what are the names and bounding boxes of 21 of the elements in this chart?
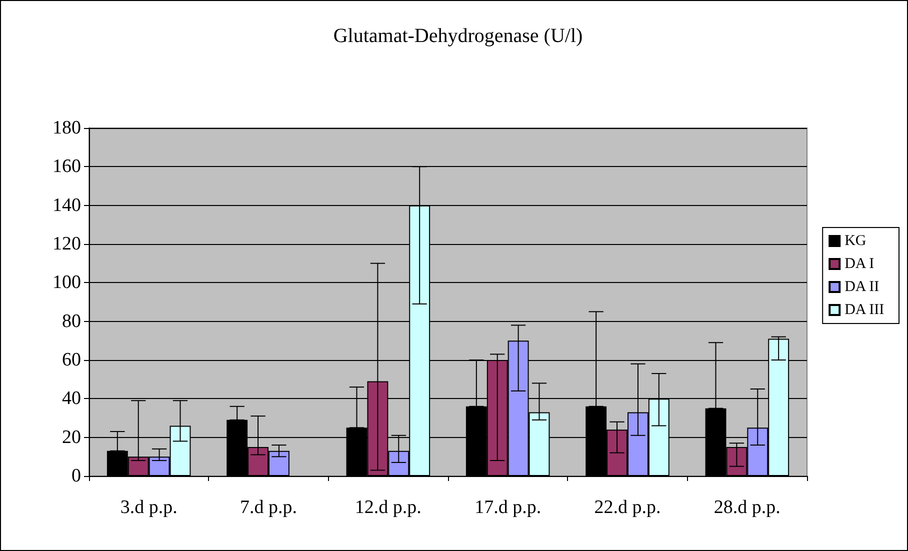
- y-tick-label: 60: [62, 350, 81, 370]
- x-tick-label: 3.d p.p.: [120, 497, 178, 518]
- x-tick-label: 22.d p.p.: [594, 497, 661, 518]
- y-tick-label: 180: [52, 118, 81, 138]
- x-tick-label: 28.d p.p.: [714, 497, 780, 518]
- x-tick-label: 12.d p.p.: [354, 497, 422, 518]
- y-tick-label: 160: [52, 156, 81, 178]
- x-tick-label: 7.d p.p.: [240, 497, 297, 518]
- chart-title: Glutamat-Dehydrogenase (U/l): [333, 25, 583, 47]
- x-tick-label: 17.d p.p.: [474, 497, 542, 518]
- y-tick-label: 0: [72, 466, 81, 486]
- y-tick-label: 80: [62, 310, 81, 332]
- legend-label: DA III: [844, 302, 884, 318]
- legend-label: DA I: [844, 256, 874, 272]
- legend-label: KG: [844, 233, 866, 249]
- y-tick-label: 40: [62, 388, 81, 410]
- legend-label: DA II: [844, 279, 880, 295]
- y-tick-label: 20: [62, 426, 81, 448]
- y-tick-label: 120: [52, 234, 81, 254]
- y-tick-label: 140: [52, 194, 81, 216]
- y-tick-label: 100: [52, 272, 81, 294]
